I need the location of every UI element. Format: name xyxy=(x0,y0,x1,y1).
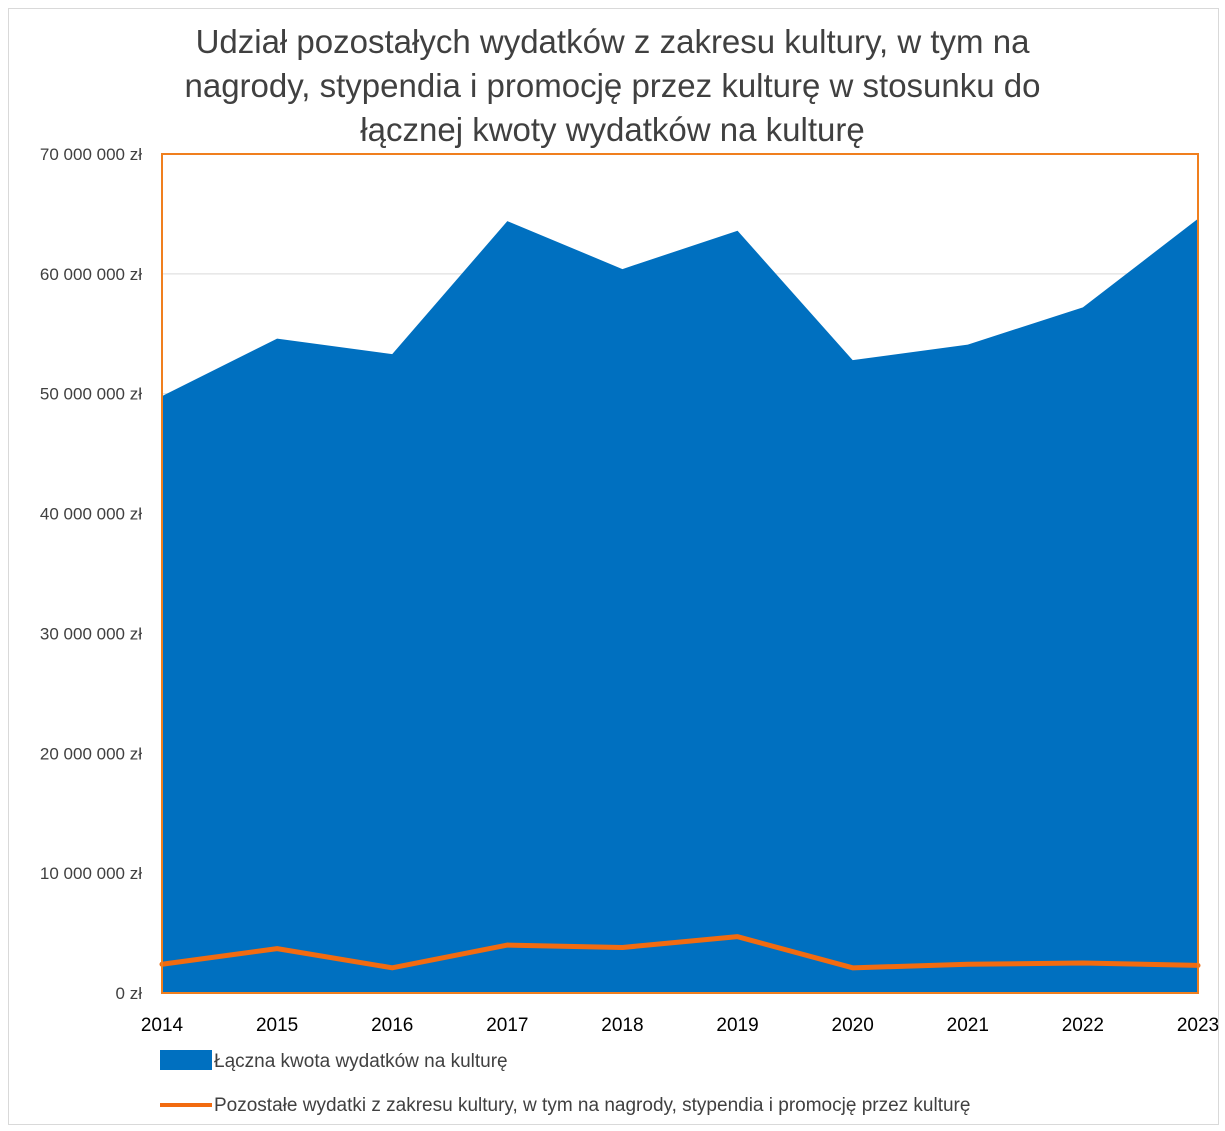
x-tick-label: 2019 xyxy=(716,1015,758,1036)
chart-title-line: łącznej kwoty wydatków na kulturę xyxy=(360,111,865,148)
y-tick-label: 30 000 000 zł xyxy=(40,624,142,643)
x-tick-label: 2015 xyxy=(256,1015,298,1036)
x-tick-label: 2017 xyxy=(486,1015,528,1036)
y-axis: 0 zł 10 000 000 zł 20 000 000 zł 30 000 000… xyxy=(40,145,142,1003)
x-tick-label: 2023 xyxy=(1177,1015,1219,1036)
chart-title: Udział pozostałych wydatków z zakresu ku… xyxy=(0,20,1225,152)
legend-label-line: Pozostałe wydatki z zakresu kultury, w t… xyxy=(214,1095,970,1116)
legend-swatch-area xyxy=(160,1050,212,1070)
y-tick-label: 0 zł xyxy=(116,984,143,1003)
area-fill xyxy=(162,218,1198,994)
chart-title-line: Udział pozostałych wydatków z zakresu ku… xyxy=(195,23,1030,60)
x-tick-label: 2018 xyxy=(601,1015,643,1036)
legend: Łączna kwota wydatków na kulturę Pozosta… xyxy=(160,1050,970,1116)
y-tick-label: 50 000 000 zł xyxy=(40,385,142,404)
legend-label-area: Łączna kwota wydatków na kulturę xyxy=(214,1051,508,1072)
y-tick-label: 20 000 000 zł xyxy=(40,744,142,763)
legend-item-area: Łączna kwota wydatków na kulturę xyxy=(160,1050,508,1072)
x-tick-label: 2014 xyxy=(141,1015,184,1036)
x-axis: 2014 2015 2016 2017 2018 2019 2020 2021 2022 2023 xyxy=(141,1015,1219,1036)
area-series xyxy=(162,218,1198,994)
legend-item-line: Pozostałe wydatki z zakresu kultury, w t… xyxy=(160,1095,970,1116)
y-tick-label: 70 000 000 zł xyxy=(40,145,142,164)
line-series xyxy=(159,934,1201,971)
x-tick-label: 2022 xyxy=(1062,1015,1104,1036)
x-tick-label: 2016 xyxy=(371,1015,413,1036)
series-line xyxy=(159,934,1201,971)
y-tick-label: 10 000 000 zł xyxy=(40,864,142,883)
y-tick-label: 60 000 000 zł xyxy=(40,265,142,284)
x-tick-label: 2020 xyxy=(832,1015,874,1036)
plot-border xyxy=(161,153,1199,994)
y-tick-label: 40 000 000 zł xyxy=(40,505,142,524)
chart-title-line: nagrody, stypendia i promocję przez kult… xyxy=(184,67,1041,104)
x-tick-label: 2021 xyxy=(947,1015,989,1036)
